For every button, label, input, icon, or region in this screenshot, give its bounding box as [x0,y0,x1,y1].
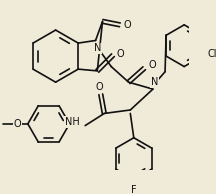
Text: NH: NH [65,117,80,127]
Text: O: O [95,81,103,92]
Text: O: O [124,20,132,30]
Text: N: N [151,77,158,87]
Text: O: O [148,60,156,70]
Text: F: F [131,185,137,194]
Text: Cl: Cl [208,49,216,59]
Text: N: N [94,43,101,53]
Text: O: O [14,119,21,129]
Text: O: O [117,48,125,59]
